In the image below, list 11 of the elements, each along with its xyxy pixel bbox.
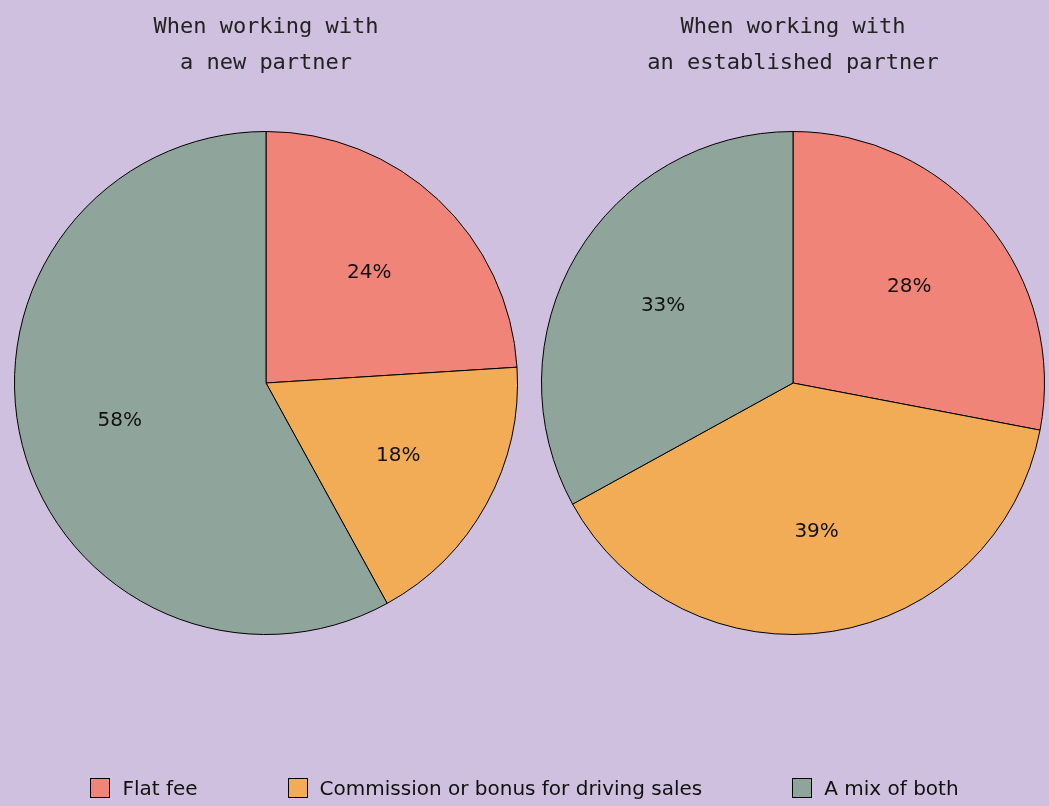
legend-label: A mix of both bbox=[824, 776, 959, 800]
data-label: 24% bbox=[347, 259, 392, 284]
chart-title: When working with an established partner bbox=[646, 12, 940, 76]
data-label: 28% bbox=[887, 273, 932, 298]
legend-label: Flat fee bbox=[122, 776, 198, 800]
data-label: 39% bbox=[794, 518, 839, 543]
legend-label: Commission or bonus for driving sales bbox=[319, 776, 703, 800]
data-label: 58% bbox=[97, 406, 143, 431]
data-label: 33% bbox=[640, 292, 686, 317]
chart-title: When working with a new partner bbox=[152, 12, 380, 76]
data-label: 18% bbox=[376, 441, 421, 466]
